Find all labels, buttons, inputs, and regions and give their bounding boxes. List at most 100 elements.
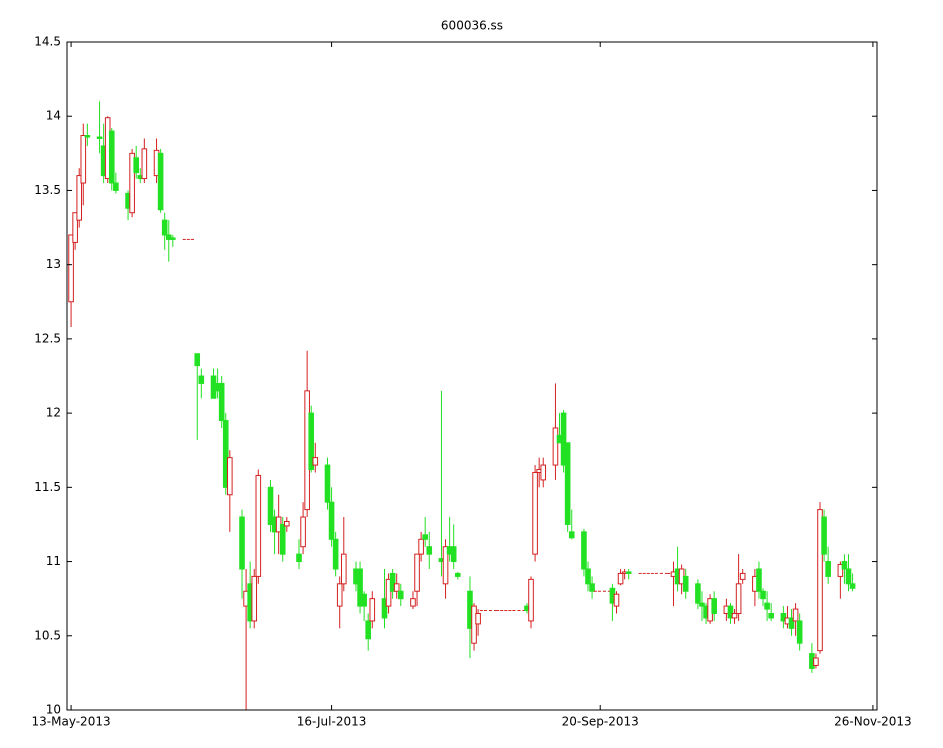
- candle-body: [279, 523, 286, 555]
- candle-body: [324, 464, 331, 503]
- candle-body: [589, 583, 595, 592]
- candle-body: [825, 561, 831, 577]
- candle-body: [780, 613, 787, 622]
- candle-body: [133, 157, 139, 174]
- candle-body: [336, 583, 343, 607]
- candle-body: [218, 382, 225, 422]
- candle-body: [849, 583, 856, 589]
- candle-body: [369, 598, 376, 622]
- candle-body: [821, 516, 827, 555]
- candle-body: [113, 182, 119, 191]
- candle-body: [397, 590, 404, 600]
- candle-body: [68, 234, 74, 303]
- candle-body: [837, 564, 844, 577]
- candle-body: [393, 583, 400, 592]
- candle-body: [841, 561, 848, 570]
- candle-body: [414, 553, 420, 592]
- candle-body: [267, 486, 274, 525]
- candle-body: [165, 234, 172, 240]
- candle-body: [540, 464, 547, 481]
- candle-body: [296, 553, 302, 563]
- candle-body: [361, 593, 367, 607]
- candle-body: [239, 516, 245, 570]
- candle-body: [813, 657, 819, 666]
- y-tick-label: 13: [46, 257, 61, 271]
- candle-body: [711, 598, 717, 615]
- candle-body: [357, 568, 363, 607]
- candle-body: [340, 553, 347, 585]
- candle-body: [564, 442, 571, 525]
- candle-body: [381, 598, 388, 619]
- candle-body: [410, 598, 416, 607]
- candle-body: [84, 135, 91, 138]
- candle-body: [739, 572, 746, 580]
- candle-body: [625, 571, 632, 574]
- candle-body: [471, 605, 477, 644]
- candle-body: [255, 474, 262, 577]
- candle-body: [617, 572, 624, 585]
- y-tick-label: 11.5: [34, 480, 61, 494]
- candle-body: [426, 546, 433, 555]
- candle-body: [141, 148, 148, 180]
- candle-body: [768, 613, 774, 619]
- x-tick-label: 16-Jul-2013: [297, 715, 367, 729]
- candle-body: [300, 516, 306, 548]
- candle-body: [194, 353, 201, 367]
- candle-body: [760, 590, 766, 600]
- candle-body: [756, 568, 762, 592]
- candle-body: [695, 583, 701, 604]
- candle-body: [735, 583, 742, 615]
- candle-body: [385, 578, 392, 607]
- y-tick-label: 11: [46, 554, 61, 568]
- candle-body: [475, 613, 481, 625]
- candle-body: [532, 471, 538, 555]
- candle-body: [581, 531, 587, 570]
- candle-body: [788, 617, 795, 629]
- candle-body: [796, 620, 803, 644]
- y-tick-label: 14: [46, 109, 61, 123]
- candle-body: [283, 520, 290, 527]
- candle-body: [161, 219, 168, 236]
- candle-body: [792, 608, 799, 622]
- y-tick-label: 12.5: [34, 331, 61, 345]
- candle-body: [328, 501, 335, 540]
- candle-body: [76, 175, 83, 221]
- x-tick-label: 20-Sep-2013: [562, 715, 639, 729]
- y-tick-label: 10: [46, 703, 61, 717]
- candle-body: [845, 568, 852, 585]
- y-tick-label: 14.5: [34, 35, 61, 49]
- candle-body: [585, 568, 591, 585]
- candle-body: [613, 593, 620, 607]
- candle-body: [727, 605, 734, 619]
- candle-body: [129, 152, 135, 214]
- candle-body: [450, 546, 457, 563]
- candle-body: [222, 420, 229, 488]
- plot-marks: [68, 101, 856, 710]
- candle-body: [80, 135, 87, 184]
- candle-body: [568, 531, 575, 539]
- candle-body: [157, 152, 164, 211]
- chart-title: 600036.ss: [441, 19, 503, 33]
- candle-body: [312, 457, 319, 466]
- candle-body: [731, 613, 738, 619]
- candle-body: [682, 575, 689, 592]
- candle-body: [817, 509, 823, 652]
- candle-body: [528, 578, 534, 622]
- candle-body: [418, 538, 424, 555]
- y-tick-label: 13.5: [34, 183, 61, 197]
- candle-body: [764, 602, 770, 610]
- candle-body: [699, 602, 705, 607]
- candle-body: [251, 575, 258, 622]
- candle-body: [227, 457, 233, 496]
- candle-body: [422, 534, 428, 540]
- candle-body: [389, 572, 396, 592]
- plot-frame: [66, 41, 878, 711]
- candle-body: [365, 620, 372, 640]
- candle-body: [332, 538, 339, 570]
- candle-body: [170, 237, 176, 240]
- candle-body: [198, 375, 205, 384]
- candle-body: [442, 546, 449, 585]
- candle-body: [308, 412, 315, 471]
